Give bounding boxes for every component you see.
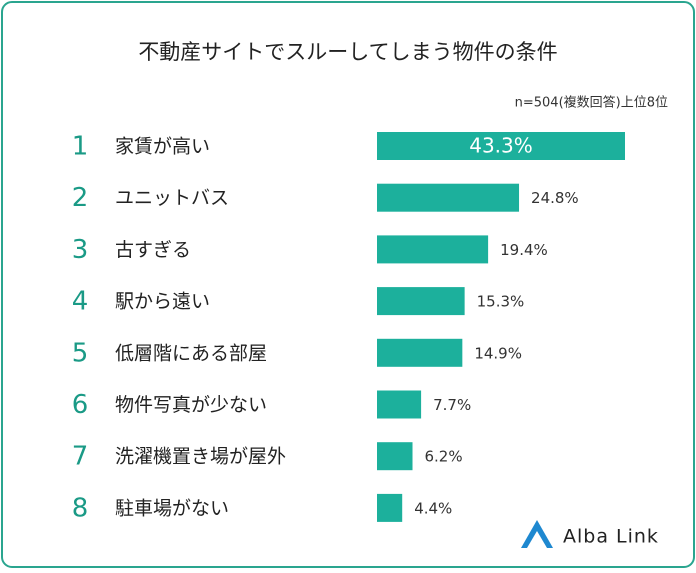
rank: 6 — [72, 390, 89, 420]
value-label: 15.3% — [477, 293, 525, 311]
category-label: 家賃が高い — [115, 136, 210, 158]
value-label: 7.7% — [433, 396, 471, 414]
rank: 5 — [72, 338, 89, 368]
rank: 8 — [72, 493, 89, 523]
bar — [377, 132, 625, 160]
bar — [377, 338, 463, 367]
rank: 7 — [72, 442, 89, 472]
value-label: 24.8% — [531, 189, 579, 207]
category-label: 洗濯機置き場が屋外 — [115, 446, 286, 468]
rank: 2 — [72, 183, 89, 213]
category-label: 駅から遠い — [115, 291, 210, 313]
bar — [377, 183, 520, 212]
bar — [377, 287, 465, 316]
category-label: ユニットバス — [115, 187, 229, 209]
chart-subtitle: n=504(複数回答)上位8位 — [515, 95, 668, 111]
rank: 1 — [72, 132, 89, 162]
category-label: 古すぎる — [115, 239, 191, 261]
category-label: 駐車場がない — [115, 497, 229, 519]
value-label: 6.2% — [425, 448, 463, 466]
rank: 4 — [72, 287, 89, 317]
bar — [377, 493, 403, 522]
logo-icon-inner — [527, 531, 547, 548]
bar — [377, 442, 413, 471]
bar — [377, 390, 422, 419]
value-label: 14.9% — [474, 344, 522, 362]
logo: Alba Link — [521, 520, 659, 548]
value-label: 43.3% — [469, 134, 533, 158]
category-label: 低層階にある部屋 — [115, 342, 267, 364]
rank: 3 — [72, 235, 89, 265]
category-label: 物件写真が少ない — [115, 394, 267, 416]
chart-title: 不動産サイトでスルーしてしまう物件の条件 — [138, 40, 557, 64]
value-label: 19.4% — [500, 241, 548, 259]
bar — [377, 235, 489, 264]
brand: Alba Link — [563, 526, 659, 548]
value-label: 4.4% — [414, 499, 452, 517]
